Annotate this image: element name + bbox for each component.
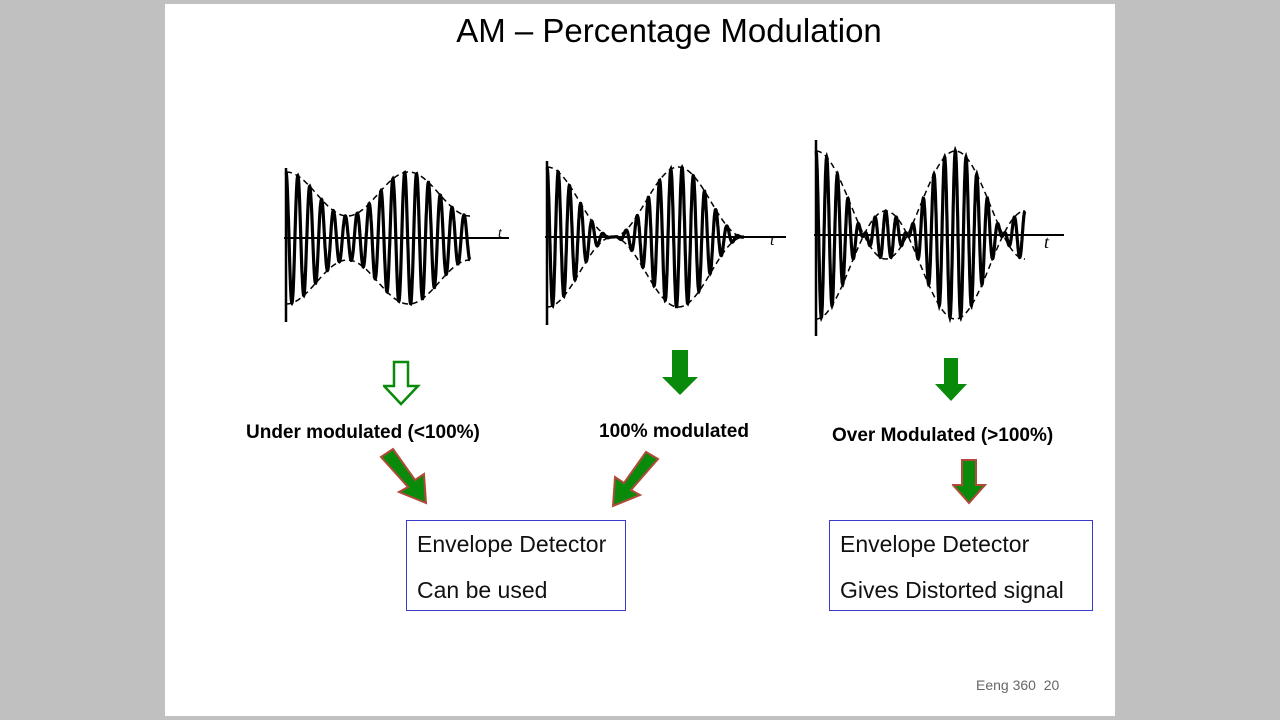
envelope-upper [286, 171, 470, 217]
box-line-1: Envelope Detector [840, 531, 1030, 557]
axis-label-t-3: t [1044, 232, 1050, 252]
hollow-down-arrow-icon [383, 360, 421, 406]
axis-label-t-1: t [498, 226, 502, 241]
caption-100-modulated: 100% modulated [599, 421, 749, 442]
modulated-signal [814, 145, 1027, 324]
box-line-1: Envelope Detector [417, 531, 607, 557]
waveform-over-modulated [814, 140, 1064, 336]
diagonal-arrow-icon [611, 450, 660, 508]
envelope-upper [816, 150, 1025, 260]
box-line-2: Can be used [417, 577, 548, 603]
envelope-lower [547, 236, 744, 308]
solid-down-arrow-icon [935, 358, 967, 401]
diagonal-arrow-icon [379, 447, 428, 505]
slide-footer: Eeng 360 20 [976, 677, 1060, 693]
result-box-envelope-usable: Envelope Detector Can be used [406, 520, 626, 611]
caption-over-modulated: Over Modulated (>100%) [832, 425, 1054, 446]
axis-label-t-2: t [770, 232, 775, 249]
waveform-under-modulated [284, 168, 509, 322]
solid-down-arrow-icon [662, 350, 698, 395]
envelope-lower [816, 210, 1025, 320]
short-down-arrow-icon [952, 459, 988, 505]
waveform-100-modulated [545, 161, 786, 325]
envelope-lower [286, 259, 470, 305]
result-box-envelope-distorted: Envelope Detector Gives Distorted signal [829, 520, 1093, 611]
caption-under-modulated: Under modulated (<100%) [246, 422, 480, 443]
modulated-signal [545, 164, 744, 309]
slide-title: AM – Percentage Modulation [456, 12, 882, 49]
modulated-signal [284, 170, 472, 307]
envelope-upper [547, 166, 744, 238]
box-line-2: Gives Distorted signal [840, 577, 1064, 603]
